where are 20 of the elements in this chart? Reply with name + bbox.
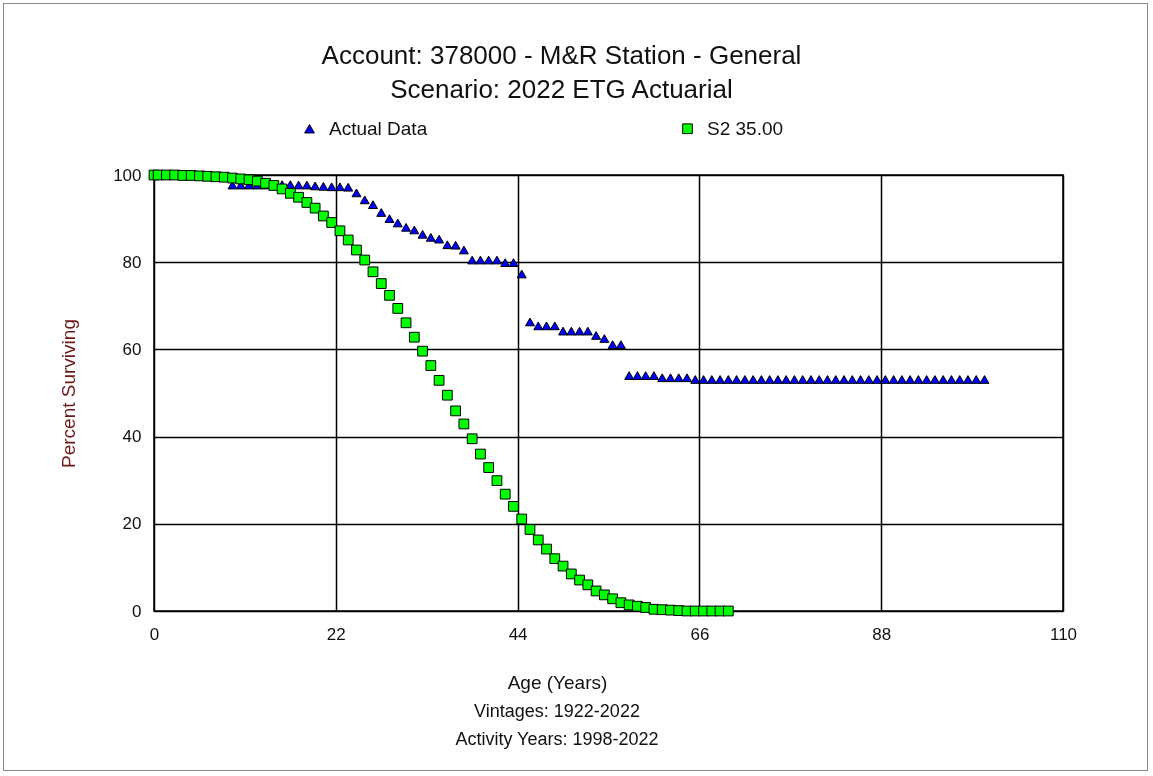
chart-title: Account: 378000 - M&R Station - General <box>321 40 802 70</box>
text: Vintages: 1922-2022 <box>473 700 641 722</box>
y-axis-title: Percent Surviving <box>58 319 80 468</box>
x-axis-title: Age (Years) <box>507 671 608 693</box>
chart-subtitle: Scenario: 2022 ETG Actuarial <box>390 74 733 104</box>
y-tick-label: 60 <box>122 339 142 359</box>
legend-label: Actual Data <box>329 117 428 139</box>
x-tick-label: 0 <box>149 624 160 644</box>
x-tick-label: 66 <box>690 624 710 644</box>
x-tick-label: 88 <box>872 624 892 644</box>
x-tick-label: 22 <box>326 624 346 644</box>
legend-label: S2 35.00 <box>707 117 784 139</box>
x-tick-label: 110 <box>1049 624 1078 644</box>
x-tick-label: 44 <box>508 624 528 644</box>
y-tick-label: 40 <box>122 427 142 447</box>
text: Activity Years: 1998-2022 <box>454 728 660 750</box>
y-tick-label: 100 <box>113 165 142 185</box>
y-tick-label: 0 <box>132 601 142 621</box>
y-tick-label: 80 <box>122 252 142 272</box>
y-tick-label: 20 <box>122 514 142 534</box>
